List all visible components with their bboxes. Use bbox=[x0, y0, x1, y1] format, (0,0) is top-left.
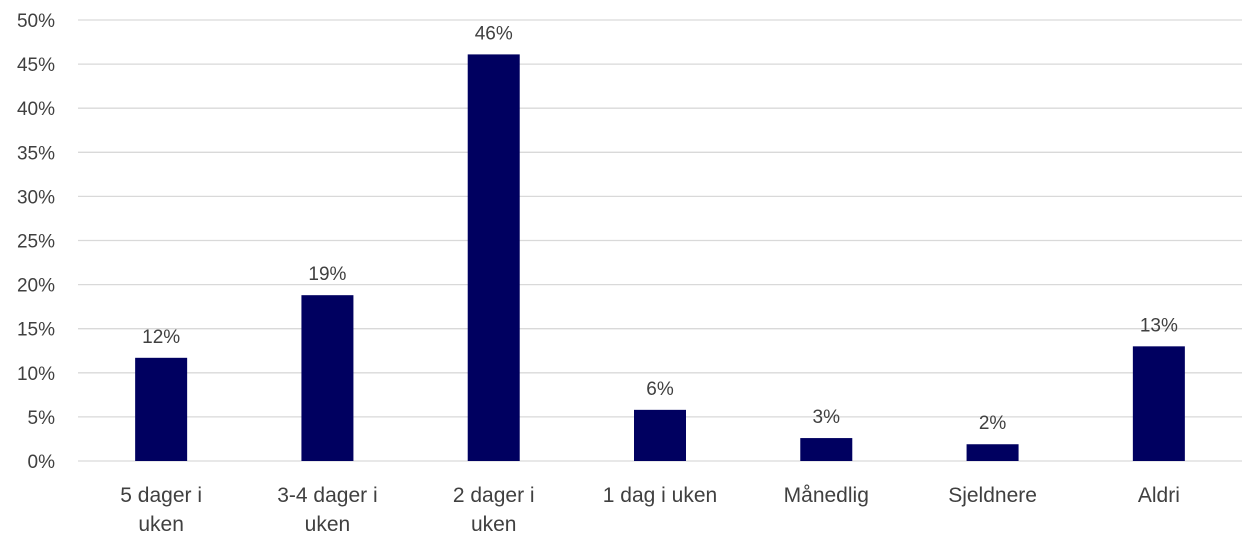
data-label: 13% bbox=[1140, 315, 1178, 336]
bar bbox=[800, 438, 853, 461]
data-label: 19% bbox=[308, 264, 346, 285]
y-tick-label: 20% bbox=[17, 276, 55, 297]
y-tick-label: 40% bbox=[17, 99, 55, 120]
bar bbox=[301, 295, 354, 461]
bar bbox=[966, 444, 1019, 461]
category-label: Månedlig bbox=[784, 484, 869, 507]
bar bbox=[135, 357, 188, 461]
gridlines bbox=[78, 19, 1242, 462]
data-labels: 12% 19% 46% 6% 3% 2% 13% bbox=[142, 23, 1178, 434]
category-label: 2 dager i uken bbox=[453, 484, 535, 534]
y-tick-label: 45% bbox=[17, 55, 55, 76]
y-tick-label: 30% bbox=[17, 187, 55, 208]
category-label: Sjeldnere bbox=[948, 484, 1037, 507]
y-tick-label: 25% bbox=[17, 232, 55, 253]
category-label: 1 dag i uken bbox=[603, 484, 717, 507]
y-tick-label: 5% bbox=[28, 408, 56, 429]
bar bbox=[634, 409, 686, 461]
y-tick-label: 0% bbox=[28, 452, 56, 473]
data-label: 3% bbox=[813, 407, 841, 428]
category-label: 3-4 dager i uken bbox=[277, 484, 377, 534]
bars bbox=[135, 54, 1185, 461]
x-axis-labels: 5 dager i uken 3-4 dager i uken 2 dager i uke… bbox=[120, 484, 1180, 534]
y-tick-label: 35% bbox=[17, 143, 55, 164]
data-label: 46% bbox=[475, 23, 513, 44]
y-tick-label: 10% bbox=[17, 364, 55, 385]
data-label: 6% bbox=[646, 379, 674, 400]
y-tick-label: 15% bbox=[17, 320, 55, 341]
y-tick-label: 50% bbox=[17, 11, 55, 32]
bar bbox=[1132, 346, 1185, 461]
category-label: Aldri bbox=[1138, 484, 1180, 507]
bar bbox=[467, 54, 520, 461]
category-label: 5 dager i uken bbox=[120, 484, 202, 534]
data-label: 2% bbox=[979, 413, 1007, 434]
data-label: 12% bbox=[142, 327, 180, 348]
y-axis-ticks: 0% 5% 10% 15% 20% 25% 30% 35% 40% 45% 50% bbox=[17, 11, 55, 473]
